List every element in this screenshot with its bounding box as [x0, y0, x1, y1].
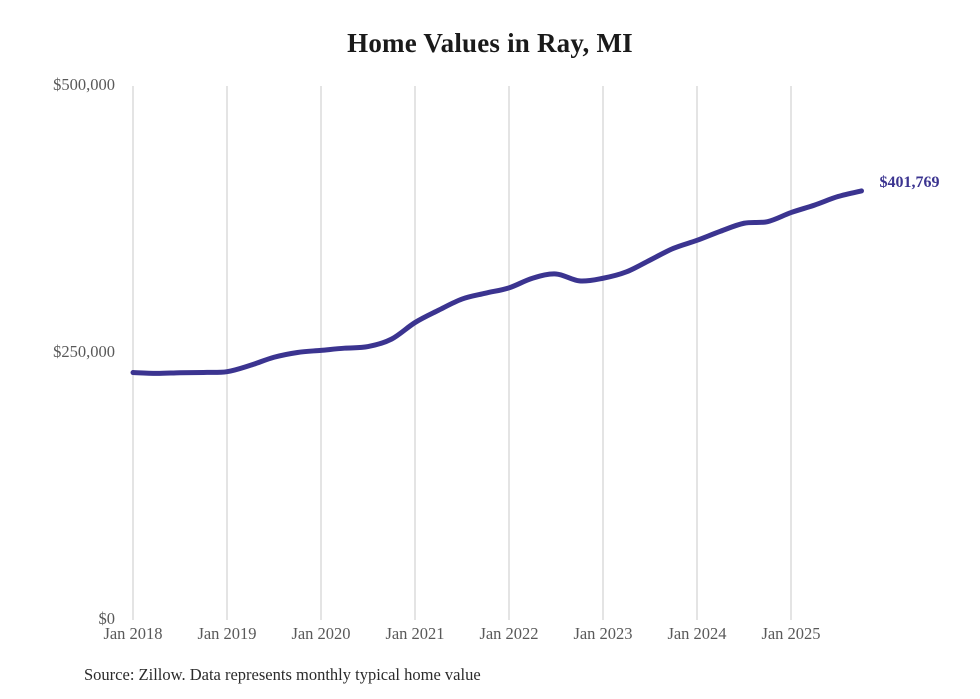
end-value-annotation: $401,769	[879, 173, 940, 191]
gridlines-group	[132, 86, 792, 620]
source-note: Source: Zillow. Data represents monthly …	[84, 665, 481, 684]
x-tick-label: Jan 2025	[761, 624, 821, 643]
x-tick-label: Jan 2024	[667, 624, 727, 643]
y-tick-label: $250,000	[53, 342, 115, 361]
x-tick-label: Jan 2023	[573, 624, 633, 643]
x-tick-label: Jan 2022	[479, 624, 539, 643]
y-tick-label: $0	[98, 609, 116, 628]
x-tick-label: Jan 2018	[103, 624, 163, 643]
series-group	[130, 188, 864, 376]
x-tick-label: Jan 2021	[385, 624, 445, 643]
page-title: Home Values in Ray, MI	[347, 28, 633, 58]
x-tick-label: Jan 2019	[197, 624, 257, 643]
series-line-typical-home-value	[130, 188, 864, 376]
y-tick-label: $500,000	[53, 75, 115, 94]
x-tick-label: Jan 2020	[291, 624, 351, 643]
